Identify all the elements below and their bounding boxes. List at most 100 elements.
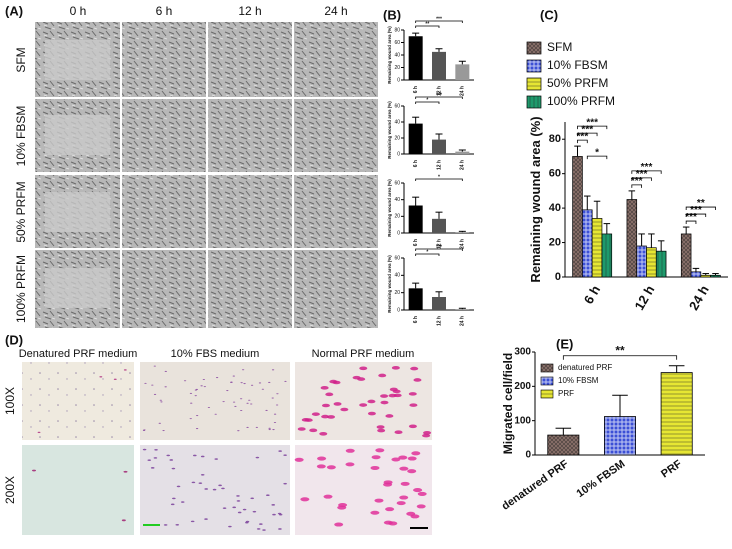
significance-label: *** [690, 205, 702, 216]
cell [367, 411, 376, 416]
cell [151, 384, 154, 386]
significance-bracket [415, 248, 463, 251]
y-tick-label: 0 [555, 271, 561, 283]
significance-label: *** [586, 117, 598, 128]
image [294, 22, 378, 97]
cell [240, 382, 243, 384]
significance-label: * [438, 175, 440, 181]
panel-label: (E) [556, 336, 573, 351]
image [294, 250, 378, 328]
cell [195, 428, 199, 430]
y-tick-label: 40 [549, 202, 561, 214]
cell [411, 451, 421, 456]
cell [144, 382, 147, 384]
column-label: 10% FBS medium [171, 348, 260, 360]
significance-bracket [631, 177, 652, 181]
cell [375, 448, 385, 453]
cell [337, 505, 347, 510]
cell [408, 424, 417, 429]
y-tick-label: 60 [394, 40, 400, 46]
cell [321, 414, 330, 419]
significance-bracket [577, 139, 588, 144]
legend-swatch [540, 376, 554, 386]
bar [432, 51, 446, 80]
bar [646, 247, 657, 278]
y-tick-label: 300 [514, 347, 531, 358]
panel-label: (D) [5, 332, 23, 347]
bar [455, 232, 470, 233]
significance-bracket [685, 213, 707, 218]
cell [422, 433, 431, 438]
y-tick-label: 0 [397, 151, 400, 157]
cell [327, 415, 336, 419]
cell [374, 498, 384, 503]
bar [408, 123, 423, 154]
image [140, 362, 290, 440]
bar [455, 64, 470, 80]
cell [237, 511, 242, 514]
legend-label: 10% FBSM [558, 376, 599, 385]
cell [169, 459, 174, 461]
legend-label: 10% FBSM [547, 58, 608, 72]
cell [396, 501, 406, 506]
cell [99, 376, 103, 378]
cell [228, 525, 232, 528]
cell [212, 488, 217, 491]
cell [150, 467, 155, 469]
cell [275, 404, 279, 406]
bar [408, 36, 423, 80]
cell [377, 428, 386, 433]
cell [222, 507, 227, 509]
x-tick-label: 12 h [436, 316, 442, 326]
cell [399, 466, 409, 471]
cell [243, 383, 246, 385]
significance-label: *** [636, 169, 648, 180]
significance-label: *** [685, 212, 697, 223]
image [294, 175, 378, 248]
cell [239, 398, 243, 400]
y-tick-label: 20 [549, 236, 561, 248]
cell [204, 488, 209, 490]
cell [273, 421, 277, 424]
x-tick-label: 10% FBSM [574, 458, 627, 500]
cell [262, 529, 266, 531]
significance-label: * [595, 147, 599, 158]
y-tick-label: 60 [394, 103, 400, 109]
cell [189, 392, 193, 394]
cell [399, 495, 409, 500]
bar [604, 416, 636, 456]
column-label: 0 h [70, 4, 87, 18]
bar [455, 309, 470, 310]
y-tick-label: 20 [394, 135, 400, 141]
cell [416, 504, 426, 509]
cell [297, 427, 306, 431]
x-tick-label: 12 h [436, 86, 442, 96]
cell [191, 481, 196, 484]
cell [166, 454, 171, 457]
cell [359, 366, 368, 371]
x-tick-label: 24 h [686, 283, 712, 313]
cell [294, 457, 304, 462]
significance-label: *** [641, 162, 653, 173]
cell [261, 388, 265, 390]
cell [202, 378, 206, 381]
legend-label: denatured PRF [558, 363, 612, 372]
cell [226, 390, 229, 392]
cell [311, 412, 320, 416]
image [294, 99, 378, 172]
significance-label: ** [615, 344, 625, 358]
column-label: Denatured PRF medium [19, 348, 138, 360]
cell [283, 454, 287, 456]
cell [143, 429, 146, 431]
image [122, 175, 206, 248]
cell [162, 429, 165, 432]
column-label: 12 h [238, 4, 261, 18]
cell [190, 402, 193, 404]
y-tick-label: 200 [514, 381, 531, 392]
image [295, 362, 432, 440]
cell [200, 385, 203, 387]
cell [160, 401, 163, 403]
cell [406, 511, 416, 516]
bar [582, 209, 593, 278]
y-tick-label: 60 [394, 180, 400, 186]
